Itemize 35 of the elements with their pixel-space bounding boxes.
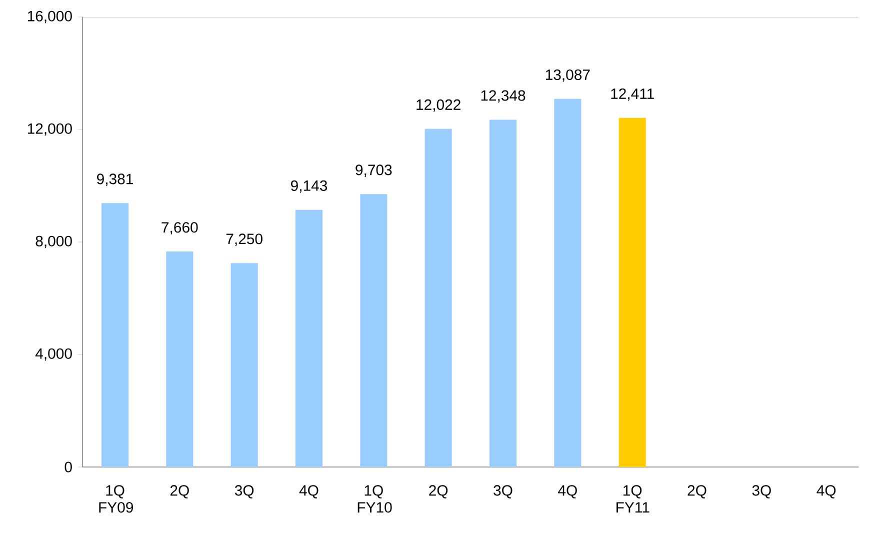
x-tick-label: 4Q: [299, 485, 318, 498]
data-label: 12,022: [416, 99, 460, 112]
x-tick-label: 3Q: [234, 485, 254, 498]
x-tick-label: 1Q FY11: [616, 485, 650, 513]
bar: [424, 128, 452, 467]
x-tick-label: 2Q: [429, 485, 448, 498]
x-tick-label: 2Q: [688, 485, 706, 498]
x-tick-label: 1Q FY10: [358, 485, 392, 513]
bar: [296, 210, 323, 467]
bar: [360, 194, 388, 467]
x-tick-label: 4Q: [816, 485, 836, 498]
data-label: 7,660: [162, 222, 198, 234]
bar: [102, 203, 128, 467]
data-label: 13,087: [546, 69, 590, 82]
x-tick-label: 3Q: [752, 485, 771, 498]
y-tick-label: 12,000: [28, 123, 72, 136]
data-label: 7,250: [226, 234, 262, 246]
data-label: 9,143: [291, 180, 328, 193]
data-label: 9,381: [97, 174, 133, 186]
bar: [554, 98, 582, 467]
x-tick-label: 2Q: [170, 485, 189, 498]
x-tick-label: 3Q: [494, 485, 512, 498]
bar: [618, 118, 646, 467]
y-tick-label: 16,000: [28, 10, 72, 24]
x-tick-label: 4Q: [558, 485, 577, 498]
bar: [490, 120, 517, 467]
bar: [166, 252, 194, 467]
data-label: 12,411: [611, 88, 654, 101]
y-tick-label: 8,000: [36, 236, 72, 248]
x-tick-label: 1Q FY09: [99, 485, 133, 513]
data-label: 12,348: [481, 90, 526, 103]
data-label: 9,703: [356, 164, 392, 177]
bar: [230, 263, 258, 467]
y-tick-label: 4,000: [35, 348, 72, 361]
y-tick-label: 0: [64, 462, 72, 472]
